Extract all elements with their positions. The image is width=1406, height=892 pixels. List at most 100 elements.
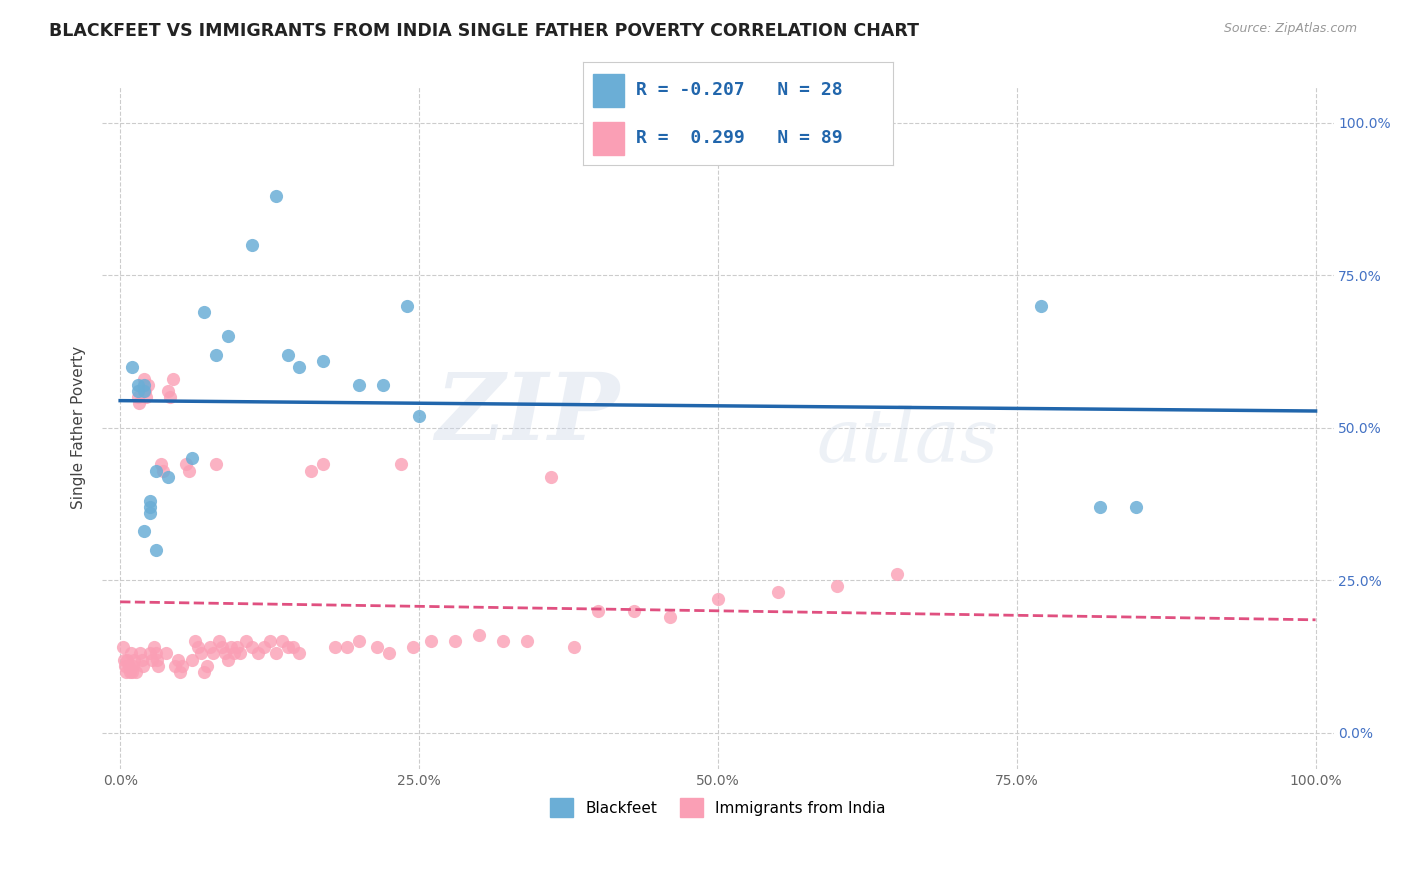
Point	[190, 647, 212, 661]
Point	[228, 647, 250, 661]
Point	[118, 665, 141, 679]
Point	[117, 658, 139, 673]
Point	[169, 665, 191, 679]
Point	[184, 634, 207, 648]
Point	[312, 458, 335, 472]
Point	[264, 647, 287, 661]
Point	[299, 463, 322, 477]
Point	[120, 647, 142, 661]
Point	[246, 647, 269, 661]
Point	[588, 604, 610, 618]
Point	[827, 579, 849, 593]
Point	[155, 647, 177, 661]
Point	[149, 458, 172, 472]
Point	[121, 665, 143, 679]
Point	[540, 469, 562, 483]
Y-axis label: Single Father Poverty: Single Father Poverty	[72, 346, 86, 509]
Point	[148, 658, 170, 673]
Text: atlas: atlas	[817, 405, 998, 478]
Point	[193, 305, 215, 319]
Point	[145, 647, 167, 661]
Point	[112, 652, 135, 666]
Point	[141, 652, 163, 666]
Point	[115, 665, 138, 679]
Point	[132, 384, 155, 399]
Point	[159, 390, 181, 404]
Point	[276, 348, 298, 362]
Point	[288, 647, 311, 661]
Point	[122, 658, 145, 673]
Point	[127, 378, 149, 392]
Point	[1029, 299, 1052, 313]
Point	[132, 372, 155, 386]
Point	[204, 348, 226, 362]
Point	[283, 640, 305, 655]
Point	[132, 378, 155, 392]
Point	[121, 359, 143, 374]
Point	[240, 238, 263, 252]
Point	[179, 463, 201, 477]
Point	[125, 665, 148, 679]
Point	[492, 634, 515, 648]
Text: BLACKFEET VS IMMIGRANTS FROM INDIA SINGLE FATHER POVERTY CORRELATION CHART: BLACKFEET VS IMMIGRANTS FROM INDIA SINGL…	[49, 22, 920, 40]
Point	[1090, 500, 1112, 514]
Point	[270, 634, 292, 648]
Point	[516, 634, 538, 648]
Point	[707, 591, 730, 606]
Point	[202, 647, 225, 661]
Point	[420, 634, 443, 648]
Point	[659, 610, 682, 624]
Point	[142, 640, 165, 655]
Point	[152, 463, 174, 477]
Point	[252, 640, 274, 655]
Point	[128, 396, 150, 410]
Point	[211, 640, 233, 655]
Point	[129, 647, 152, 661]
Point	[217, 652, 239, 666]
Point	[259, 634, 281, 648]
Point	[132, 524, 155, 539]
Point	[347, 378, 370, 392]
Point	[156, 384, 179, 399]
Point	[134, 384, 156, 399]
Point	[378, 647, 401, 661]
Point	[222, 647, 245, 661]
Text: Source: ZipAtlas.com: Source: ZipAtlas.com	[1223, 22, 1357, 36]
Point	[139, 500, 162, 514]
Text: R = -0.207   N = 28: R = -0.207 N = 28	[636, 81, 842, 99]
Point	[131, 652, 153, 666]
Point	[886, 567, 908, 582]
Point	[127, 390, 149, 404]
Point	[208, 634, 231, 648]
Point	[139, 506, 162, 520]
Point	[197, 658, 219, 673]
Point	[276, 640, 298, 655]
Point	[564, 640, 586, 655]
Point	[139, 647, 162, 661]
Point	[166, 652, 188, 666]
Point	[221, 640, 243, 655]
Point	[235, 634, 257, 648]
Point	[156, 469, 179, 483]
Point	[217, 329, 239, 343]
Point	[198, 640, 221, 655]
Point	[180, 451, 202, 466]
Point	[1125, 500, 1147, 514]
Point	[214, 647, 236, 661]
Point	[323, 640, 346, 655]
Point	[408, 409, 430, 423]
Point	[193, 665, 215, 679]
Point	[136, 378, 159, 392]
Point	[288, 359, 311, 374]
Point	[124, 652, 146, 666]
Point	[444, 634, 467, 648]
Point	[204, 458, 226, 472]
Text: R =  0.299   N = 89: R = 0.299 N = 89	[636, 129, 842, 147]
Point	[468, 628, 491, 642]
Point	[366, 640, 388, 655]
Point	[174, 458, 197, 472]
Point	[226, 640, 249, 655]
Point	[165, 658, 187, 673]
Point	[766, 585, 789, 599]
Point	[172, 658, 194, 673]
